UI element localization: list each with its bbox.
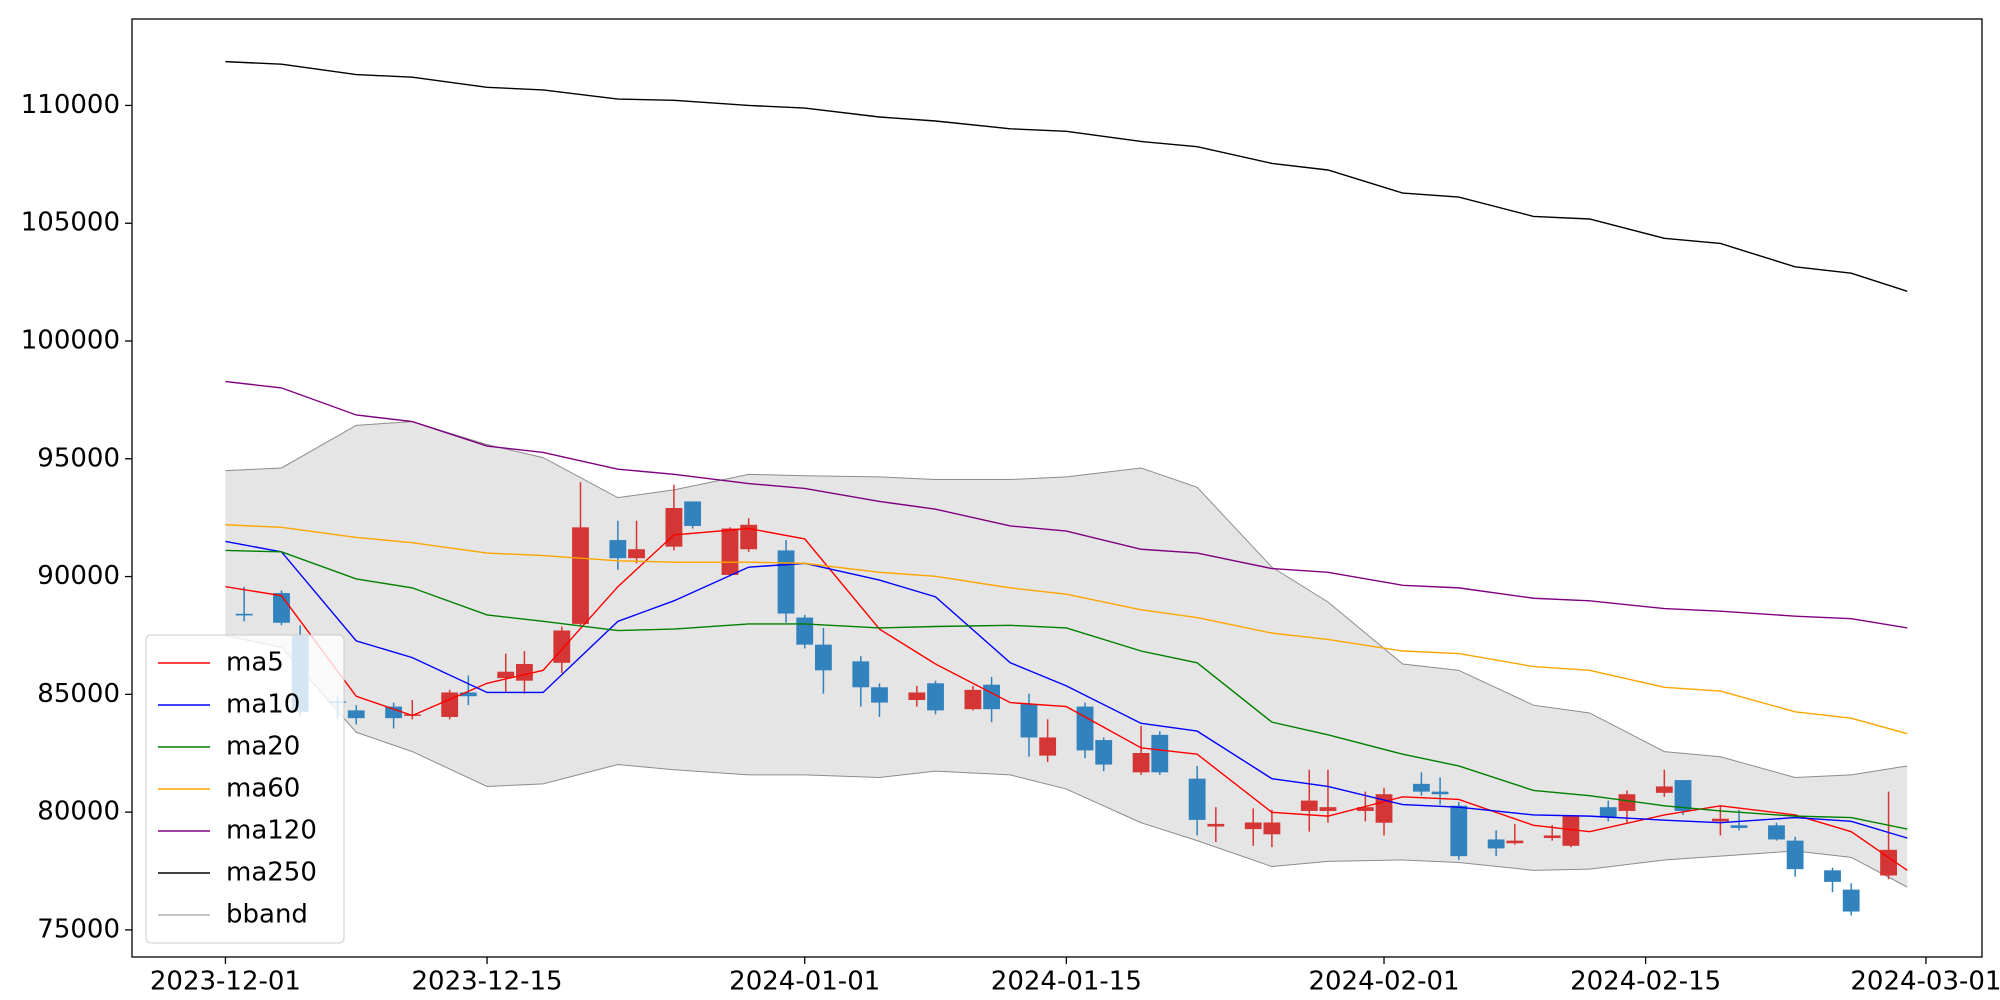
candle-body [1207, 823, 1225, 827]
candle-body [385, 706, 403, 719]
legend-label: ma10 [226, 690, 300, 720]
y-tick-label: 75000 [37, 914, 120, 944]
y-tick-label: 95000 [37, 443, 120, 473]
legend-label: ma20 [226, 732, 300, 762]
y-tick-label: 100000 [21, 326, 120, 356]
ma-line [225, 60, 1908, 292]
candle-body [628, 549, 645, 559]
candle-body [1768, 825, 1785, 840]
candle-body [796, 617, 814, 645]
candle-body [235, 613, 253, 616]
candle-body [609, 540, 627, 559]
candle-body [1786, 840, 1804, 870]
ma-line [225, 524, 1908, 735]
x-tick-label: 2023-12-01 [150, 967, 301, 997]
candle-body [1880, 849, 1897, 876]
band-upper [225, 421, 1908, 779]
candle-body [1020, 704, 1038, 738]
candle-body [497, 671, 515, 679]
candle-body [1618, 794, 1636, 811]
candle-body [1487, 839, 1505, 849]
candle-body [572, 527, 589, 624]
candle-body [1450, 805, 1468, 857]
band-fill [225, 421, 1908, 888]
candle-body [1151, 734, 1169, 773]
candle-body [1562, 816, 1580, 846]
candle-body [1599, 807, 1617, 818]
y-tick-label: 80000 [37, 797, 120, 827]
candle-body [777, 550, 795, 614]
ma-line [225, 540, 1908, 839]
candle-body [871, 687, 888, 703]
y-tick-label: 105000 [21, 208, 120, 238]
y-tick-label: 110000 [21, 90, 120, 120]
candle-body [740, 524, 758, 550]
x-tick-label: 2023-12-15 [411, 967, 562, 997]
legend-label: bband [226, 900, 308, 930]
x-tick-label: 2024-03-01 [1850, 967, 2000, 997]
candle-body [1674, 780, 1692, 811]
candle-body [1356, 807, 1374, 811]
legend-label: ma5 [226, 648, 284, 678]
candle-body [1300, 800, 1318, 811]
legend-label: ma120 [226, 816, 317, 846]
candle-body [1655, 786, 1673, 793]
candle-body [1506, 840, 1524, 844]
candle-body [1076, 706, 1094, 751]
ma-line [225, 527, 1908, 871]
legend-label: ma250 [226, 858, 317, 888]
candle-body [553, 630, 571, 663]
candle-body [1132, 753, 1150, 773]
x-tick-label: 2024-01-15 [991, 967, 1142, 997]
x-tick-label: 2024-02-01 [1308, 967, 1459, 997]
candle-body [964, 689, 982, 710]
candle-body [347, 710, 365, 719]
candle-body [1824, 870, 1841, 882]
legend-label: ma60 [226, 774, 300, 804]
ma-line [225, 549, 1908, 830]
ma-line [225, 380, 1908, 629]
y-tick-label: 90000 [37, 561, 120, 591]
candle-body [1412, 783, 1430, 792]
band-lower [225, 635, 1908, 888]
candle-body [665, 508, 683, 547]
x-tick-label: 2024-02-15 [1570, 967, 1721, 997]
candle-body [908, 692, 926, 701]
candle-body [1039, 737, 1057, 756]
candle-body [927, 683, 944, 711]
y-tick-label: 85000 [37, 679, 120, 709]
candle-body [983, 684, 1001, 710]
candle-body [1543, 835, 1561, 839]
legend: ma5 ma10 ma20 ma60 ma120 ma250 bband [145, 634, 345, 944]
candle-body [1095, 740, 1113, 765]
candle-body [721, 528, 739, 575]
candle-body [459, 692, 477, 697]
candle-body [1730, 825, 1748, 828]
candle-body [852, 661, 870, 688]
candle-body [441, 692, 459, 717]
candle-body [1188, 778, 1206, 820]
candle-body [1842, 889, 1860, 912]
x-tick-label: 2024-01-01 [729, 967, 880, 997]
candle-body [684, 501, 702, 526]
candle-body [516, 663, 533, 681]
candle-body [1244, 822, 1262, 830]
candle-body [815, 644, 832, 671]
candle-body [273, 593, 290, 623]
plot-frame [131, 18, 1983, 958]
candle-body [1319, 807, 1337, 811]
legend-box [145, 634, 345, 944]
candle-body [1263, 822, 1281, 835]
candle-body [1711, 818, 1729, 822]
candle-body [1431, 791, 1449, 795]
